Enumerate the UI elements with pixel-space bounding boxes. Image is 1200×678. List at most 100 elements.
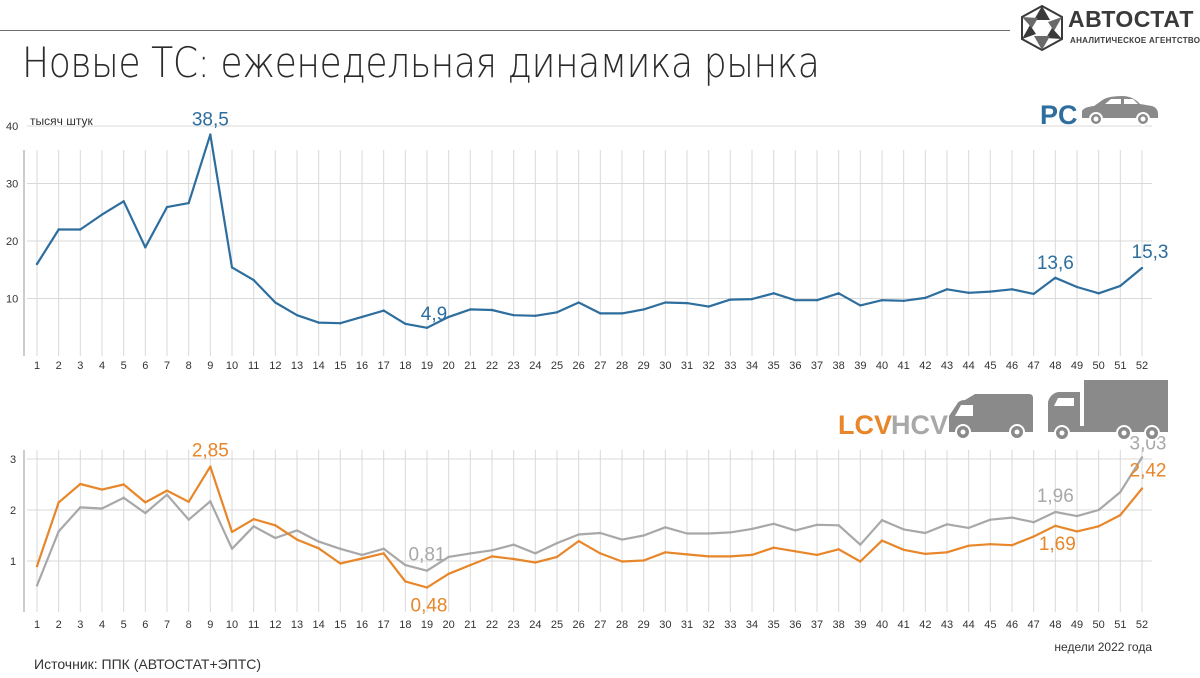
x-tick-label: 49 — [1071, 360, 1083, 372]
data-point-lcv — [1032, 535, 1035, 538]
data-point-pc — [1010, 288, 1014, 291]
page-title: Новые ТС: еженедельная динамика рынка — [22, 38, 820, 87]
data-point-hcv — [945, 523, 949, 526]
data-point-lcv — [187, 500, 190, 504]
x-tick-label: 24 — [529, 360, 541, 372]
x-tick-label: 48 — [1049, 619, 1061, 631]
data-point-pc — [79, 228, 82, 231]
x-tick-label: 5 — [121, 619, 127, 631]
data-point-pc — [859, 304, 862, 307]
data-point-lcv — [555, 555, 559, 559]
x-tick-label: 48 — [1049, 360, 1061, 372]
data-point-hcv — [1119, 490, 1122, 494]
x-tick-label: 25 — [551, 360, 563, 372]
data-point-pc — [252, 278, 255, 282]
data-point-lcv — [295, 538, 299, 541]
x-tick-label: 23 — [508, 619, 520, 631]
x-tick-label: 16 — [356, 619, 368, 631]
x-tick-label: 45 — [984, 619, 996, 631]
x-tick-label: 35 — [768, 360, 780, 372]
x-tick-label: 19 — [421, 619, 433, 631]
x-tick-label: 27 — [594, 360, 606, 372]
data-point-hcv — [1097, 508, 1100, 512]
data-point-pc — [1097, 292, 1100, 295]
data-point-hcv — [685, 532, 689, 535]
data-point-pc — [339, 322, 342, 325]
data-point-lcv — [490, 555, 494, 558]
data-label: 2,85 — [192, 441, 229, 462]
x-tick-label: 46 — [1006, 360, 1018, 372]
x-tick-label: 4 — [99, 619, 105, 631]
x-tick-label: 38 — [833, 360, 845, 372]
data-point-hcv — [35, 584, 39, 587]
data-point-lcv — [989, 542, 992, 546]
data-point-pc — [902, 299, 905, 302]
x-tick-label: 2 — [56, 360, 62, 372]
data-point-lcv — [1075, 530, 1079, 533]
data-point-hcv — [794, 529, 797, 532]
data-point-hcv — [252, 525, 255, 528]
x-tick-label: 45 — [984, 360, 996, 372]
x-tick-label: 50 — [1093, 360, 1105, 372]
y-tick-label: 10 — [6, 294, 18, 306]
data-point-hcv — [620, 538, 624, 541]
data-point-lcv — [122, 483, 125, 486]
data-point-hcv — [859, 543, 862, 546]
data-point-pc — [945, 288, 949, 291]
data-point-hcv — [122, 496, 125, 499]
data-point-pc — [967, 291, 970, 294]
data-point-lcv — [1097, 525, 1100, 528]
data-point-hcv — [902, 528, 905, 531]
data-point-lcv — [1119, 513, 1122, 517]
series-line-hcv — [35, 456, 1143, 586]
data-point-hcv — [382, 547, 385, 550]
data-point-pc — [1119, 284, 1122, 288]
data-point-pc — [1054, 276, 1057, 279]
x-tick-label: 38 — [833, 619, 845, 631]
data-point-lcv — [620, 560, 624, 563]
data-point-lcv — [360, 557, 364, 560]
data-point-pc — [512, 313, 515, 317]
data-point-lcv — [469, 563, 472, 567]
x-tick-label: 27 — [594, 619, 606, 631]
x-tick-label: 12 — [269, 360, 281, 372]
y-tick-label: 1 — [10, 556, 16, 568]
x-tick-label: 41 — [898, 360, 910, 372]
series-line-lcv — [35, 465, 1143, 589]
x-tick-label: 4 — [99, 360, 105, 372]
data-point-hcv — [469, 552, 472, 555]
data-point-lcv — [404, 580, 407, 583]
y-tick-label: 20 — [6, 236, 18, 248]
data-point-hcv — [815, 523, 819, 526]
x-tick-label: 25 — [551, 619, 563, 631]
data-point-pc — [230, 266, 234, 269]
x-tick-label: 47 — [1028, 360, 1040, 372]
x-tick-label: 33 — [724, 619, 736, 631]
data-point-hcv — [295, 529, 299, 532]
x-tick-label: 36 — [789, 360, 801, 372]
x-tick-label: 26 — [573, 619, 585, 631]
pc-chart: 1 2 3 4 5 6 7 8 9 10 11 12 13 14 15 16 17 18 19 20 21 22 23 24 2… — [6, 110, 1168, 372]
data-point-hcv — [555, 541, 559, 545]
data-point-lcv — [425, 586, 429, 589]
data-point-hcv — [772, 522, 775, 525]
x-tick-label: 17 — [378, 619, 390, 631]
data-point-hcv — [837, 524, 840, 527]
x-tick-label: 11 — [248, 360, 259, 372]
data-point-hcv — [729, 531, 732, 534]
x-tick-label: 40 — [876, 619, 888, 631]
data-point-pc — [447, 315, 450, 319]
data-point-lcv — [924, 552, 927, 556]
data-point-pc — [642, 308, 645, 311]
x-tick-label: 21 — [464, 619, 476, 631]
data-point-hcv — [187, 518, 190, 521]
data-point-pc — [729, 298, 732, 301]
x-tick-label: 24 — [529, 619, 541, 631]
data-point-pc — [880, 299, 884, 302]
x-tick-label: 22 — [486, 619, 498, 631]
data-point-hcv — [989, 518, 992, 521]
x-tick-label: 20 — [443, 360, 455, 372]
x-tick-label: 32 — [703, 619, 715, 631]
x-tick-label: 14 — [313, 360, 325, 372]
data-label: 1,96 — [1037, 486, 1074, 507]
